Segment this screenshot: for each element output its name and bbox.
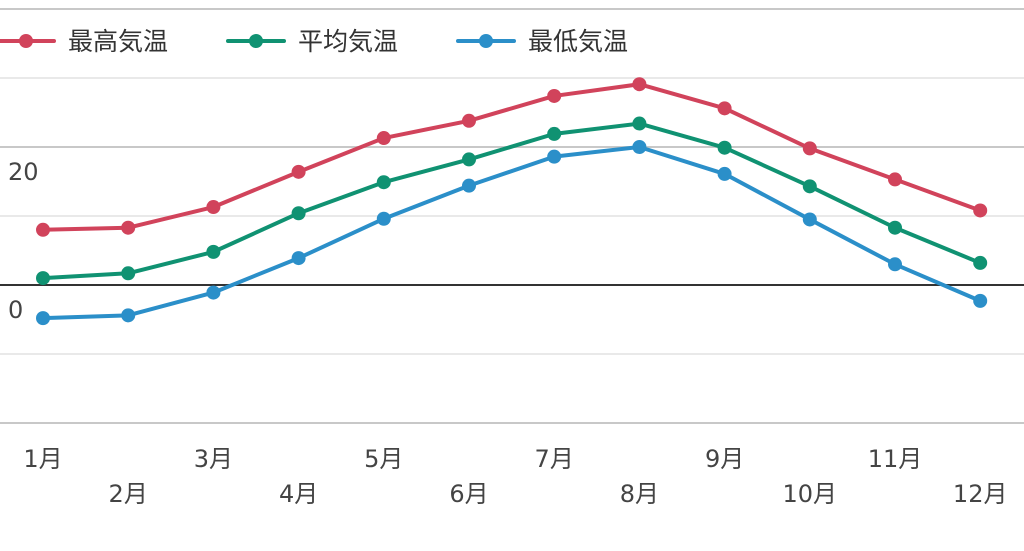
legend-item[interactable]: 平均気温: [226, 27, 398, 56]
x-tick-label: 3月: [194, 445, 233, 473]
data-point[interactable]: [462, 113, 476, 128]
data-point[interactable]: [36, 271, 50, 286]
x-tick-label: 12月: [953, 480, 1008, 508]
data-point[interactable]: [376, 175, 391, 190]
y-axis-labels: 20 0: [8, 158, 39, 324]
x-axis-labels: 1月 2月 3月 4月 5月 6月 7月 8月 9月 10月 11月 12月: [23, 445, 1007, 508]
x-tick-label: 2月: [109, 480, 148, 508]
legend-item[interactable]: 最低気温: [456, 27, 628, 56]
y-tick-label: 20: [8, 158, 39, 186]
data-point[interactable]: [717, 166, 732, 181]
x-tick-label: 1月: [23, 445, 62, 473]
y-tick-label: 0: [8, 296, 23, 324]
data-point[interactable]: [547, 149, 562, 164]
data-point[interactable]: [888, 172, 902, 187]
x-tick-label: 5月: [364, 445, 403, 473]
legend[interactable]: 最高気温 平均気温 最低気温: [0, 27, 628, 56]
x-tick-label: 8月: [620, 480, 659, 508]
x-tick-label: 10月: [783, 480, 838, 508]
legend-label: 最高気温: [68, 27, 168, 56]
series-group: [36, 77, 988, 326]
data-point[interactable]: [206, 244, 221, 259]
data-point[interactable]: [802, 179, 817, 194]
legend-label: 最低気温: [528, 27, 628, 56]
data-point[interactable]: [206, 200, 221, 215]
legend-marker: [479, 34, 493, 48]
data-point[interactable]: [206, 285, 221, 300]
x-tick-label: 9月: [705, 445, 744, 473]
data-point[interactable]: [717, 140, 732, 155]
legend-marker: [19, 34, 33, 48]
series-2: [36, 116, 988, 286]
data-point[interactable]: [462, 178, 476, 193]
data-point[interactable]: [291, 206, 306, 221]
data-point[interactable]: [121, 220, 136, 235]
legend-item[interactable]: 最高気温: [0, 27, 168, 56]
data-point[interactable]: [632, 77, 647, 92]
data-point[interactable]: [36, 311, 50, 326]
data-point[interactable]: [547, 126, 562, 141]
x-tick-label: 7月: [535, 445, 574, 473]
legend-label: 平均気温: [298, 27, 398, 56]
data-point[interactable]: [802, 212, 817, 227]
data-point[interactable]: [973, 255, 988, 270]
data-point[interactable]: [888, 220, 902, 235]
data-point[interactable]: [291, 164, 306, 179]
data-point[interactable]: [973, 293, 988, 308]
series-line: [41, 82, 983, 232]
series-3: [36, 140, 988, 326]
data-point[interactable]: [632, 140, 647, 154]
legend-marker: [249, 34, 263, 48]
data-point[interactable]: [462, 152, 476, 167]
x-tick-label: 4月: [279, 480, 318, 508]
data-point[interactable]: [547, 88, 562, 103]
data-point[interactable]: [376, 211, 391, 226]
data-point[interactable]: [888, 257, 902, 272]
data-point[interactable]: [973, 203, 988, 218]
data-point[interactable]: [36, 222, 50, 237]
x-tick-label: 6月: [449, 480, 488, 508]
data-point[interactable]: [376, 131, 391, 146]
data-point[interactable]: [291, 251, 306, 266]
x-tick-label: 11月: [868, 445, 923, 473]
series-line: [41, 121, 983, 281]
data-point[interactable]: [121, 308, 136, 323]
series-line: [41, 145, 983, 321]
data-point[interactable]: [802, 141, 817, 156]
series-1: [36, 77, 988, 237]
data-point[interactable]: [717, 101, 732, 116]
data-point[interactable]: [632, 116, 647, 131]
data-point[interactable]: [121, 266, 136, 281]
